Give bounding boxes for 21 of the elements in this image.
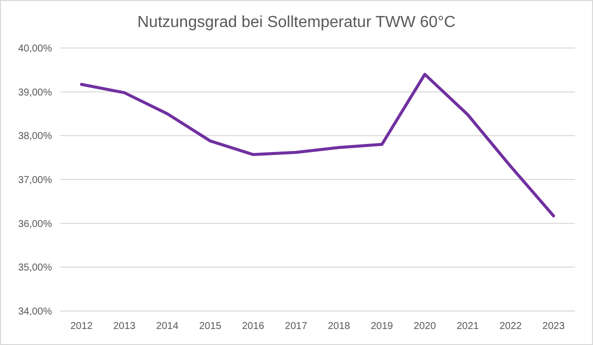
y-tick-label: 40,00% [18,44,52,54]
chart-title: Nutzungsgrad bei Solltemperatur TWW 60°C [137,14,456,31]
x-tick-label: 2017 [284,321,308,332]
y-tick-label: 35,00% [18,262,52,274]
x-tick-label: 2015 [199,321,222,332]
y-tick-label: 38,00% [18,131,52,142]
x-tick-label: 2019 [370,321,394,332]
x-tick-label: 2023 [542,321,566,332]
y-tick-label: 39,00% [18,87,52,98]
x-tick-label: 2013 [113,321,136,332]
y-tick-label: 37,00% [18,175,52,186]
line-series [80,72,556,218]
x-tick-label: 2016 [242,321,265,332]
x-tick-label: 2018 [328,321,351,332]
y-tick-label: 34,00% [18,306,52,318]
x-tick-label: 2014 [156,321,179,332]
y-tick-label: 36,00% [18,218,52,230]
x-tick-label: 2012 [70,321,94,332]
x-tick-label: 2021 [456,321,480,332]
x-tick-label: 2020 [414,321,436,332]
x-tick-label: 2022 [500,321,522,332]
